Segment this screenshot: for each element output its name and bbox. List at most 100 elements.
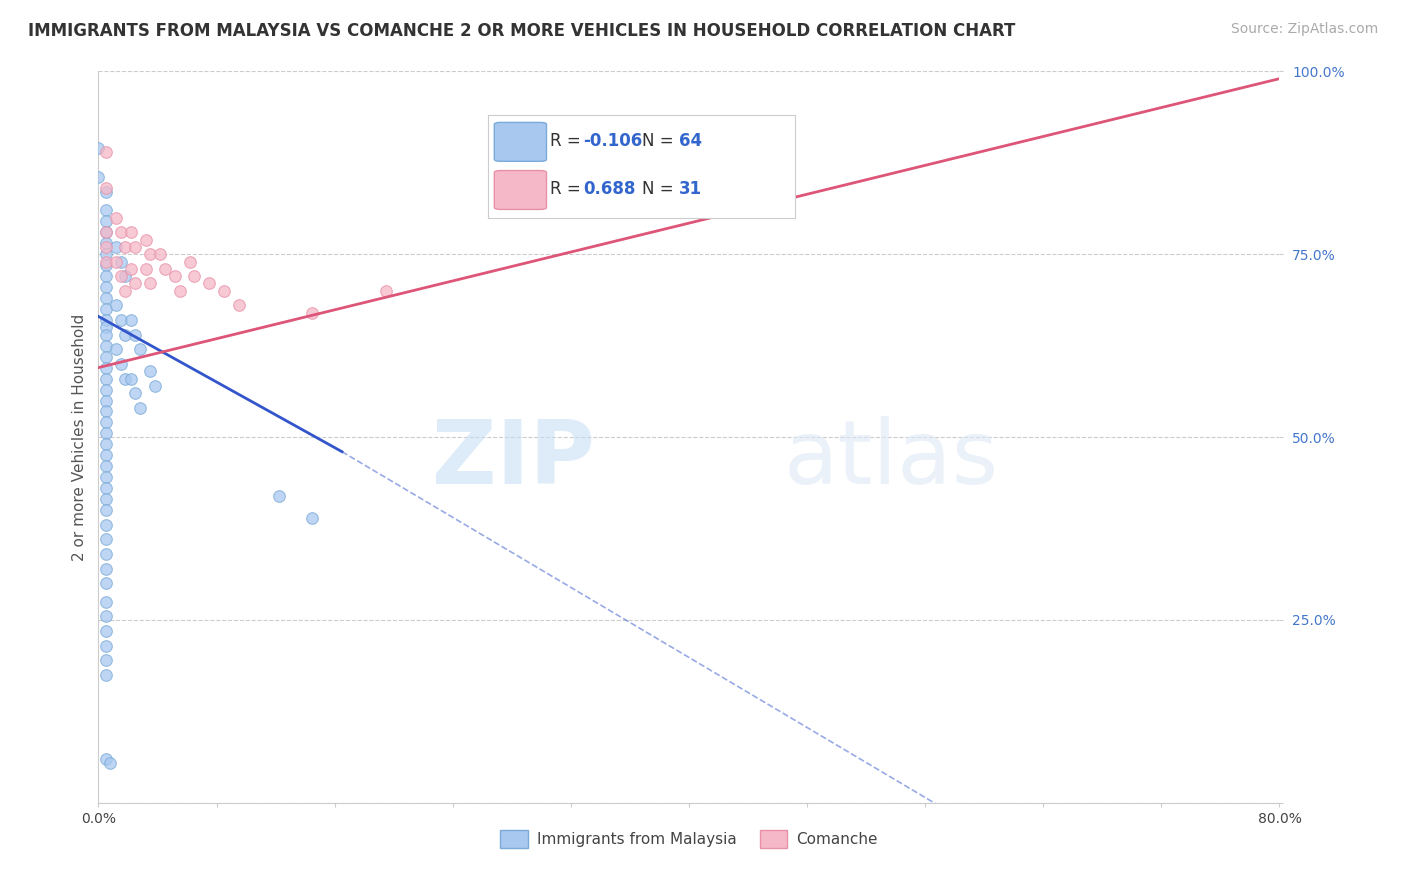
Point	[94, 562, 117, 576]
Point	[94, 145, 117, 159]
Point	[94, 492, 117, 507]
Point	[94, 320, 117, 334]
Point	[228, 298, 250, 312]
Point	[114, 284, 136, 298]
Point	[94, 393, 117, 408]
Point	[375, 284, 398, 298]
Point	[94, 437, 117, 451]
Text: ZIP: ZIP	[432, 416, 595, 502]
Point	[94, 517, 117, 532]
Point	[110, 269, 132, 284]
Point	[94, 269, 117, 284]
Point	[124, 277, 146, 291]
Y-axis label: 2 or more Vehicles in Household: 2 or more Vehicles in Household	[72, 313, 87, 561]
Point	[120, 261, 142, 276]
Point	[94, 225, 117, 239]
Point	[94, 653, 117, 667]
Point	[110, 254, 132, 268]
Point	[94, 503, 117, 517]
Point	[94, 448, 117, 462]
Point	[94, 533, 117, 547]
Point	[120, 313, 142, 327]
Point	[105, 343, 128, 357]
Point	[94, 181, 117, 195]
Point	[94, 203, 117, 218]
Point	[94, 301, 117, 317]
Point	[120, 371, 142, 385]
Point	[105, 240, 128, 254]
Point	[94, 350, 117, 364]
Point	[94, 624, 117, 638]
Point	[94, 416, 117, 430]
Point	[94, 594, 117, 608]
Point	[301, 306, 323, 320]
Point	[120, 225, 142, 239]
Point	[94, 383, 117, 397]
Point	[94, 338, 117, 352]
Point	[94, 247, 117, 261]
Point	[94, 459, 117, 474]
Point	[94, 327, 117, 342]
Point	[114, 240, 136, 254]
Point	[114, 327, 136, 342]
Point	[94, 547, 117, 561]
Point	[94, 404, 117, 418]
Point	[94, 481, 117, 495]
Point	[94, 609, 117, 624]
Point	[110, 357, 132, 371]
Point	[183, 269, 205, 284]
Text: Source: ZipAtlas.com: Source: ZipAtlas.com	[1230, 22, 1378, 37]
Point	[124, 240, 146, 254]
Text: atlas: atlas	[783, 416, 998, 502]
Point	[94, 752, 117, 766]
Point	[124, 386, 146, 401]
Point	[94, 371, 117, 385]
Point	[179, 254, 201, 268]
Point	[114, 269, 136, 284]
Point	[135, 233, 157, 247]
Point	[267, 489, 290, 503]
Point	[105, 211, 128, 225]
Point	[139, 364, 162, 378]
Point	[128, 343, 150, 357]
Point	[169, 284, 191, 298]
Point	[139, 277, 162, 291]
Point	[135, 261, 157, 276]
Point	[105, 298, 128, 312]
Text: IMMIGRANTS FROM MALAYSIA VS COMANCHE 2 OR MORE VEHICLES IN HOUSEHOLD CORRELATION: IMMIGRANTS FROM MALAYSIA VS COMANCHE 2 O…	[28, 22, 1015, 40]
Point	[94, 291, 117, 305]
Point	[94, 214, 117, 228]
Point	[94, 225, 117, 239]
Point	[165, 269, 187, 284]
Point	[94, 360, 117, 375]
Point	[94, 576, 117, 591]
Point	[94, 258, 117, 272]
Point	[94, 313, 117, 327]
Point	[94, 470, 117, 484]
Point	[149, 247, 172, 261]
Point	[110, 313, 132, 327]
Point	[128, 401, 150, 415]
Point	[655, 160, 678, 174]
Point	[87, 170, 110, 185]
Point	[212, 284, 235, 298]
Point	[301, 510, 323, 524]
Point	[94, 639, 117, 653]
Point	[94, 185, 117, 199]
Point	[114, 371, 136, 385]
Point	[94, 280, 117, 294]
Point	[94, 426, 117, 441]
Point	[198, 277, 221, 291]
Point	[124, 327, 146, 342]
Point	[153, 261, 176, 276]
Point	[87, 141, 110, 155]
Point	[143, 379, 166, 393]
Point	[105, 254, 128, 268]
Point	[94, 236, 117, 251]
Point	[94, 254, 117, 268]
Point	[98, 756, 121, 770]
Point	[94, 240, 117, 254]
Legend: Immigrants from Malaysia, Comanche: Immigrants from Malaysia, Comanche	[494, 824, 884, 854]
Point	[110, 225, 132, 239]
Point	[94, 667, 117, 681]
